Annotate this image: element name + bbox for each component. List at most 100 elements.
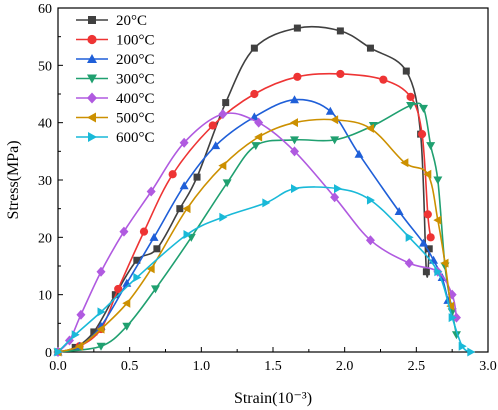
data-point bbox=[54, 347, 63, 357]
data-point bbox=[433, 176, 443, 185]
data-point bbox=[290, 95, 299, 104]
data-point bbox=[419, 104, 428, 113]
data-point bbox=[114, 284, 123, 294]
data-point bbox=[290, 136, 299, 145]
data-point bbox=[176, 205, 184, 213]
series-5 bbox=[53, 115, 455, 357]
data-point bbox=[440, 258, 449, 268]
data-point bbox=[122, 298, 131, 308]
data-point bbox=[182, 204, 191, 214]
data-point bbox=[97, 307, 106, 317]
y-tick-label: 10 bbox=[38, 289, 52, 304]
data-point bbox=[394, 207, 404, 216]
data-point bbox=[425, 245, 433, 253]
y-tick-label: 30 bbox=[38, 174, 52, 189]
data-point bbox=[222, 179, 232, 188]
data-point bbox=[133, 256, 141, 264]
data-point bbox=[96, 266, 106, 277]
legend-item: 100°C bbox=[76, 33, 155, 49]
data-point bbox=[133, 272, 142, 282]
data-point bbox=[250, 89, 259, 99]
data-point bbox=[179, 137, 189, 148]
data-point bbox=[218, 161, 227, 171]
data-point bbox=[366, 195, 375, 205]
data-point bbox=[251, 142, 261, 151]
x-tick-label: 1.0 bbox=[193, 359, 211, 374]
data-point bbox=[291, 184, 299, 194]
legend: 20°C 100°C 200°C 300°C 400°C 500°C 600°C bbox=[76, 13, 155, 146]
data-point bbox=[293, 72, 302, 81]
x-tick-label: 1.5 bbox=[264, 359, 282, 374]
series-6 bbox=[54, 184, 476, 357]
data-point bbox=[122, 322, 132, 331]
legend-marker bbox=[88, 132, 97, 142]
legend-item: 300°C bbox=[76, 72, 155, 88]
data-point bbox=[150, 285, 160, 294]
data-point bbox=[222, 99, 230, 107]
legend-label: 20°C bbox=[116, 13, 147, 29]
data-point bbox=[262, 198, 271, 208]
data-point bbox=[405, 232, 414, 242]
data-point bbox=[183, 229, 192, 239]
legend-label: 500°C bbox=[116, 111, 155, 127]
data-point bbox=[146, 264, 155, 274]
data-point bbox=[426, 142, 436, 151]
y-tick-label: 50 bbox=[38, 59, 52, 74]
data-point bbox=[448, 313, 457, 323]
data-point bbox=[96, 324, 105, 334]
data-point bbox=[330, 115, 339, 125]
data-point bbox=[325, 106, 335, 115]
data-point bbox=[336, 27, 344, 35]
data-point bbox=[249, 112, 259, 121]
y-tick-label: 20 bbox=[38, 231, 52, 246]
legend-marker bbox=[87, 112, 96, 123]
legend-label: 300°C bbox=[116, 72, 155, 88]
data-point bbox=[330, 192, 340, 203]
data-point bbox=[146, 186, 156, 197]
data-point bbox=[254, 117, 264, 128]
data-point bbox=[426, 233, 435, 242]
data-point bbox=[434, 267, 443, 277]
legend-item: 200°C bbox=[76, 52, 155, 68]
axes: 0.0 0.5 1.0 1.5 2.0 2.5 3.0 0 10 20 30 40 50 60 bbox=[38, 2, 497, 374]
data-point bbox=[219, 212, 228, 222]
legend-label: 400°C bbox=[116, 91, 155, 107]
legend-marker bbox=[87, 92, 97, 104]
data-point bbox=[467, 347, 476, 357]
data-point bbox=[76, 309, 86, 320]
data-point bbox=[354, 149, 364, 158]
data-point bbox=[71, 330, 80, 340]
data-point bbox=[400, 158, 409, 168]
data-point bbox=[365, 123, 374, 133]
x-tick-label: 3.0 bbox=[479, 359, 497, 374]
data-point bbox=[193, 173, 201, 181]
data-point bbox=[406, 92, 415, 101]
legend-item: 400°C bbox=[76, 91, 155, 107]
series-3 bbox=[53, 101, 461, 357]
legend-item: 600°C bbox=[76, 130, 155, 146]
series-line bbox=[57, 98, 449, 353]
data-point bbox=[406, 101, 416, 110]
data-point bbox=[139, 227, 149, 236]
series-line bbox=[57, 118, 452, 353]
data-point bbox=[423, 210, 432, 219]
data-point bbox=[90, 328, 98, 336]
legend-marker bbox=[88, 16, 96, 24]
data-point bbox=[75, 341, 83, 351]
data-point bbox=[365, 235, 375, 246]
data-point bbox=[404, 258, 414, 269]
data-point bbox=[250, 44, 258, 52]
data-point bbox=[153, 245, 161, 253]
series-layer bbox=[53, 24, 476, 357]
series-line bbox=[57, 112, 458, 353]
legend-marker bbox=[87, 34, 97, 45]
data-point bbox=[179, 181, 189, 190]
legend-item: 500°C bbox=[76, 111, 155, 127]
data-point bbox=[211, 141, 221, 150]
data-point bbox=[446, 301, 455, 311]
data-point bbox=[336, 69, 345, 79]
data-point bbox=[208, 121, 217, 130]
legend-marker bbox=[87, 74, 97, 84]
